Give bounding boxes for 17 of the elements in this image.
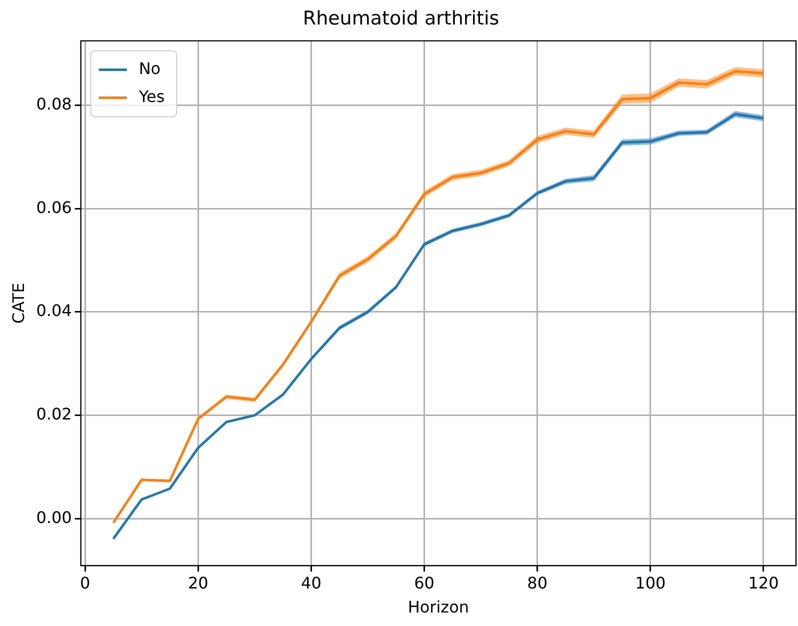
x-tick-label: 20 xyxy=(188,573,208,592)
y-tick-label: 0.08 xyxy=(36,94,72,114)
legend-label: Yes xyxy=(138,86,165,106)
y-tick-label: 0.02 xyxy=(36,404,72,424)
x-tick-label: 100 xyxy=(635,573,666,592)
x-axis-title: Horizon xyxy=(408,598,469,617)
x-tick-label: 80 xyxy=(527,573,548,592)
legend-label: No xyxy=(138,58,161,78)
x-tick-label: 40 xyxy=(301,573,322,592)
x-tick-label: 120 xyxy=(748,573,779,592)
x-tick-label: 0 xyxy=(80,573,90,592)
y-tick-label: 0.00 xyxy=(36,508,72,527)
y-tick-label: 0.04 xyxy=(36,301,72,320)
y-tick-label: 0.06 xyxy=(36,198,72,217)
x-tick-label: 60 xyxy=(414,573,434,592)
chart-title: Rheumatoid arthritis xyxy=(302,7,500,30)
y-axis-title: CATE xyxy=(8,282,28,324)
